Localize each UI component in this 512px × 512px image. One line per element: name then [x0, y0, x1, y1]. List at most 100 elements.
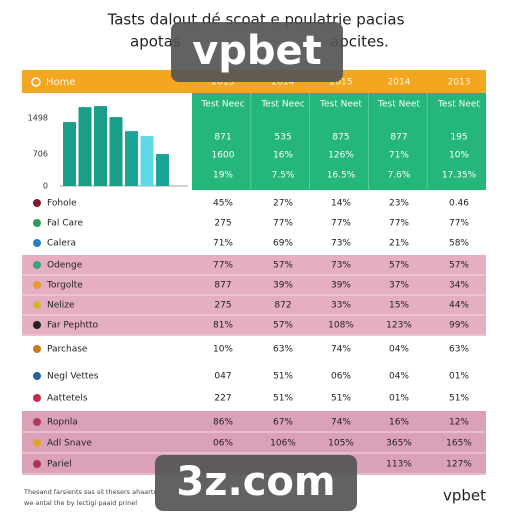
y-tick-label: 706: [33, 150, 48, 159]
row-cell: 73%: [331, 239, 351, 249]
y-tick-label: 0: [43, 182, 48, 191]
row-label: Fohole: [47, 199, 77, 209]
row-cell: 23%: [389, 199, 409, 209]
header-icon: [31, 77, 41, 87]
summary-cell: 126%: [328, 151, 354, 161]
row-cell: 06%: [331, 372, 351, 382]
row-cell: 45%: [213, 199, 233, 209]
bar: [109, 117, 123, 186]
summary-cell: 17.35%: [442, 171, 477, 181]
row-cell: 227: [214, 394, 231, 404]
row-cell: 275: [214, 219, 231, 229]
row-cell: 15%: [389, 301, 409, 311]
row-label: Torgolte: [46, 281, 83, 291]
row-cell: 123%: [386, 321, 412, 331]
watermark-box: [171, 22, 343, 82]
row-cell: 51%: [449, 394, 469, 404]
row-cell: 86%: [213, 418, 233, 428]
row-icon: [33, 219, 41, 227]
row-cell: 01%: [389, 394, 409, 404]
row-cell: 0.46: [449, 199, 469, 209]
row-cell: 77%: [449, 219, 469, 229]
row-cell: 16%: [389, 418, 409, 428]
row-cell: 365%: [386, 439, 412, 449]
row-label: Nelize: [47, 301, 75, 311]
brand: vpbet: [443, 487, 486, 505]
row-cell: 58%: [449, 239, 469, 249]
row-icon: [33, 281, 41, 289]
summary-cell: Test Neet: [319, 100, 362, 110]
summary-cell: 71%: [389, 151, 409, 161]
row-label: Calera: [47, 239, 76, 249]
summary-cell: 1600: [212, 151, 235, 161]
header-cell: 2013: [448, 78, 471, 88]
row-cell: 06%: [213, 439, 233, 449]
row-icon: [33, 439, 41, 447]
row-label: Pariel: [47, 460, 72, 470]
summary-cell: Test Neet: [377, 100, 420, 110]
watermark-box: [155, 455, 357, 511]
row-label: Negl Vettes: [47, 372, 99, 382]
row-cell: 69%: [273, 239, 293, 249]
summary-cell: 10%: [449, 151, 469, 161]
row-cell: 01%: [449, 372, 469, 382]
row-cell: 51%: [331, 394, 351, 404]
row-label: Adl Snave: [47, 439, 92, 449]
row-cell: 77%: [331, 219, 351, 229]
row-cell: 10%: [213, 345, 233, 355]
row-cell: 39%: [273, 281, 293, 291]
row-cell: 04%: [389, 372, 409, 382]
row-cell: 127%: [446, 460, 472, 470]
bar: [94, 106, 107, 186]
header-cell: 2013: [212, 78, 235, 88]
footer-text: Thesand farsients sas sil thesers ahaart…: [23, 488, 157, 496]
bar: [125, 131, 138, 186]
row-cell: 57%: [273, 261, 293, 271]
row-icon: [33, 321, 41, 329]
row-cell: 63%: [449, 345, 469, 355]
row-icon: [33, 301, 41, 309]
row-cell: 872: [274, 301, 291, 311]
row-label: Far Pephtto: [47, 321, 99, 331]
row-cell: 113%: [386, 460, 412, 470]
summary-cell: 195: [450, 133, 467, 143]
watermark: 3z.com: [176, 459, 335, 505]
row-cell: 57%: [449, 261, 469, 271]
bar: [140, 136, 154, 186]
row-cell: 81%: [213, 321, 233, 331]
title-line: apotas: [130, 33, 181, 51]
row-icon: [33, 418, 41, 426]
row-icon: [33, 394, 41, 402]
summary-cell: Test Neet: [437, 100, 480, 110]
row-icon: [33, 345, 41, 353]
row-cell: 27%: [273, 199, 293, 209]
row-label: Parchase: [47, 345, 88, 355]
row-cell: 108%: [328, 321, 354, 331]
row-cell: 04%: [389, 345, 409, 355]
row-cell: 57%: [389, 261, 409, 271]
row-cell: 21%: [389, 239, 409, 249]
summary-cell: 16%: [273, 151, 293, 161]
row-icon: [33, 239, 41, 247]
row-cell: 67%: [273, 418, 293, 428]
row-cell: 37%: [389, 281, 409, 291]
summary-cell: 19%: [213, 171, 233, 181]
row-cell: 51%: [273, 372, 293, 382]
row-cell: 44%: [449, 301, 469, 311]
row-cell: 77%: [213, 261, 233, 271]
row-cell: 047: [214, 372, 231, 382]
row-cell: 99%: [449, 321, 469, 331]
bar: [156, 154, 169, 186]
row-cell: 165%: [446, 439, 472, 449]
row-cell: 105%: [328, 439, 354, 449]
row-label: Odenge: [47, 261, 83, 271]
section-band: [22, 193, 486, 254]
row-icon: [33, 460, 41, 468]
summary-cell: 7.6%: [388, 171, 411, 181]
row-cell: 74%: [331, 345, 351, 355]
header-cell: 2014: [272, 78, 295, 88]
summary-cell: 7.5%: [272, 171, 295, 181]
header-cell: 2015: [330, 78, 353, 88]
row-cell: 74%: [331, 418, 351, 428]
